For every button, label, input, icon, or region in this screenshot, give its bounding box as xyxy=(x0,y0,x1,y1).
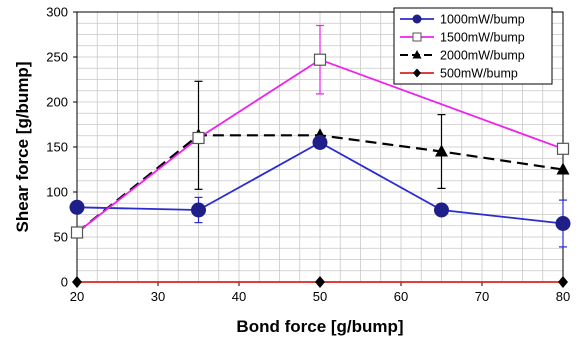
data-point xyxy=(558,276,568,288)
legend: 1000mW/bump 1500mW/bump 2000mW/bump 500mW/b… xyxy=(393,7,553,85)
data-point xyxy=(555,216,571,231)
legend-label: 1000mW/bump xyxy=(440,13,525,27)
legend-marker xyxy=(412,14,422,24)
y-axis-title: Shear force [g/bump] xyxy=(13,62,32,233)
data-point xyxy=(315,276,325,288)
x-tick-label: 80 xyxy=(556,289,570,304)
legend-item: 1500mW/bump xyxy=(400,31,525,45)
axis-ticks: 20 30 40 50 60 70 80 0 50 100 150 200 250 300 xyxy=(46,5,570,305)
y-tick-label: 150 xyxy=(46,140,68,155)
series-layer xyxy=(69,24,571,288)
y-tick-label: 0 xyxy=(61,275,68,290)
y-tick-label: 250 xyxy=(46,50,68,65)
y-tick-label: 300 xyxy=(46,5,68,20)
data-point xyxy=(69,199,85,215)
y-tick-label: 50 xyxy=(54,230,68,245)
x-tick-label: 30 xyxy=(151,289,165,304)
legend-marker xyxy=(412,32,422,42)
series-500mW/bump xyxy=(72,276,568,288)
legend-marker xyxy=(413,68,421,78)
data-point xyxy=(434,202,449,218)
data-point xyxy=(556,162,570,175)
data-point xyxy=(191,202,206,218)
legend-label: 2000mW/bump xyxy=(440,49,525,63)
legend-item: 500mW/bump xyxy=(400,67,518,81)
x-axis-title: Bond force [g/bump] xyxy=(236,317,403,336)
data-point xyxy=(70,226,84,239)
x-tick-label: 60 xyxy=(394,289,408,304)
data-point xyxy=(192,131,205,145)
y-tick-label: 200 xyxy=(46,95,68,110)
legend-label: 1500mW/bump xyxy=(440,31,525,45)
legend-marker xyxy=(412,50,422,59)
data-point xyxy=(435,144,448,157)
series-line xyxy=(76,58,564,234)
x-tick-label: 20 xyxy=(70,289,84,304)
legend-label: 500mW/bump xyxy=(440,67,518,81)
data-point xyxy=(313,53,327,66)
series-1000mW/bump xyxy=(69,135,571,248)
x-tick-label: 70 xyxy=(475,289,489,304)
data-point xyxy=(556,142,570,155)
y-tick-label: 100 xyxy=(46,185,68,200)
data-point xyxy=(72,276,82,288)
series-1500mW/bump xyxy=(70,24,570,239)
x-tick-label: 50 xyxy=(313,289,327,304)
data-point xyxy=(312,135,328,150)
legend-item: 1000mW/bump xyxy=(400,13,525,27)
x-tick-label: 40 xyxy=(232,289,246,304)
legend-item: 2000mW/bump xyxy=(400,49,525,63)
